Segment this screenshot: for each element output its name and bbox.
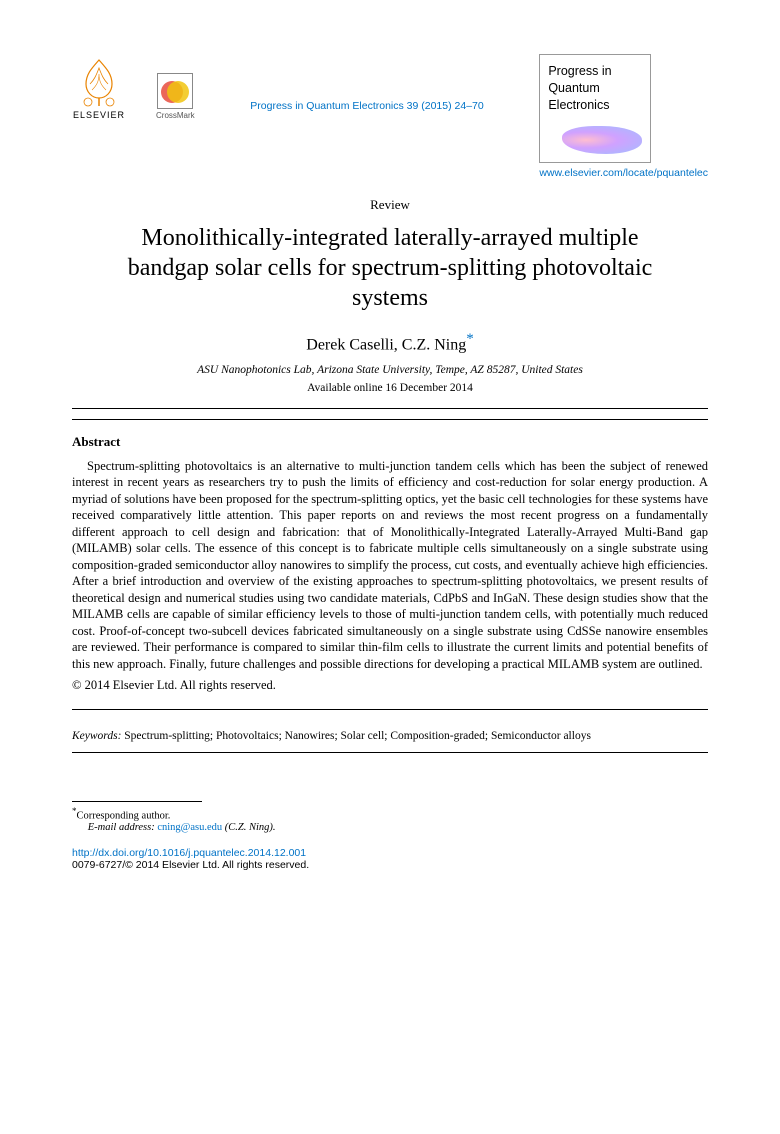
journal-cover: Progress in Quantum Electronics bbox=[539, 54, 651, 163]
email-link[interactable]: cning@asu.edu bbox=[157, 822, 222, 833]
abstract-heading: Abstract bbox=[72, 434, 708, 450]
crossmark-badge[interactable]: CrossMark bbox=[156, 73, 195, 120]
available-online-date: Available online 16 December 2014 bbox=[72, 382, 708, 394]
corresponding-author-note: *Corresponding author. bbox=[72, 806, 708, 822]
authors-line: Derek Caselli, C.Z. Ning* bbox=[72, 331, 708, 354]
authors-names: Derek Caselli, C.Z. Ning bbox=[306, 336, 466, 353]
email-attribution: (C.Z. Ning). bbox=[225, 822, 276, 833]
journal-cover-block: Progress in Quantum Electronics www.else… bbox=[539, 54, 708, 179]
affiliation: ASU Nanophotonics Lab, Arizona State Uni… bbox=[72, 364, 708, 376]
keywords-line: Keywords: Spectrum-splitting; Photovolta… bbox=[72, 730, 708, 742]
copyright-line: © 2014 Elsevier Ltd. All rights reserved… bbox=[72, 678, 708, 693]
elsevier-tree-icon bbox=[72, 54, 126, 108]
email-line: E-mail address: cning@asu.edu (C.Z. Ning… bbox=[72, 822, 708, 833]
journal-reference[interactable]: Progress in Quantum Electronics 39 (2015… bbox=[195, 100, 540, 112]
divider bbox=[72, 419, 708, 420]
article-title: Monolithically-integrated laterally-arra… bbox=[100, 223, 680, 313]
divider bbox=[72, 709, 708, 710]
issn-copyright: 0079-6727/© 2014 Elsevier Ltd. All right… bbox=[72, 859, 708, 871]
corresponding-asterisk-icon: * bbox=[466, 331, 474, 347]
logo-group: ELSEVIER CrossMark bbox=[72, 54, 195, 120]
divider bbox=[72, 408, 708, 409]
keywords-list: Spectrum-splitting; Photovoltaics; Nanow… bbox=[124, 730, 591, 742]
footnote-divider bbox=[72, 801, 202, 802]
keywords-label: Keywords: bbox=[72, 730, 121, 742]
article-type-label: Review bbox=[72, 197, 708, 213]
divider bbox=[72, 752, 708, 753]
elsevier-name: ELSEVIER bbox=[73, 110, 125, 120]
email-label: E-mail address: bbox=[88, 822, 155, 833]
doi-link[interactable]: http://dx.doi.org/10.1016/j.pquantelec.2… bbox=[72, 847, 708, 859]
corresponding-text: Corresponding author. bbox=[77, 811, 171, 822]
header-row: ELSEVIER CrossMark Progress in Quantum E… bbox=[72, 54, 708, 179]
crossmark-label: CrossMark bbox=[156, 111, 195, 120]
crossmark-icon bbox=[157, 73, 193, 109]
elsevier-logo[interactable]: ELSEVIER bbox=[72, 54, 126, 120]
abstract-body: Spectrum-splitting photovoltaics is an a… bbox=[72, 458, 708, 673]
journal-homepage-link[interactable]: www.elsevier.com/locate/pquantelec bbox=[539, 167, 708, 179]
